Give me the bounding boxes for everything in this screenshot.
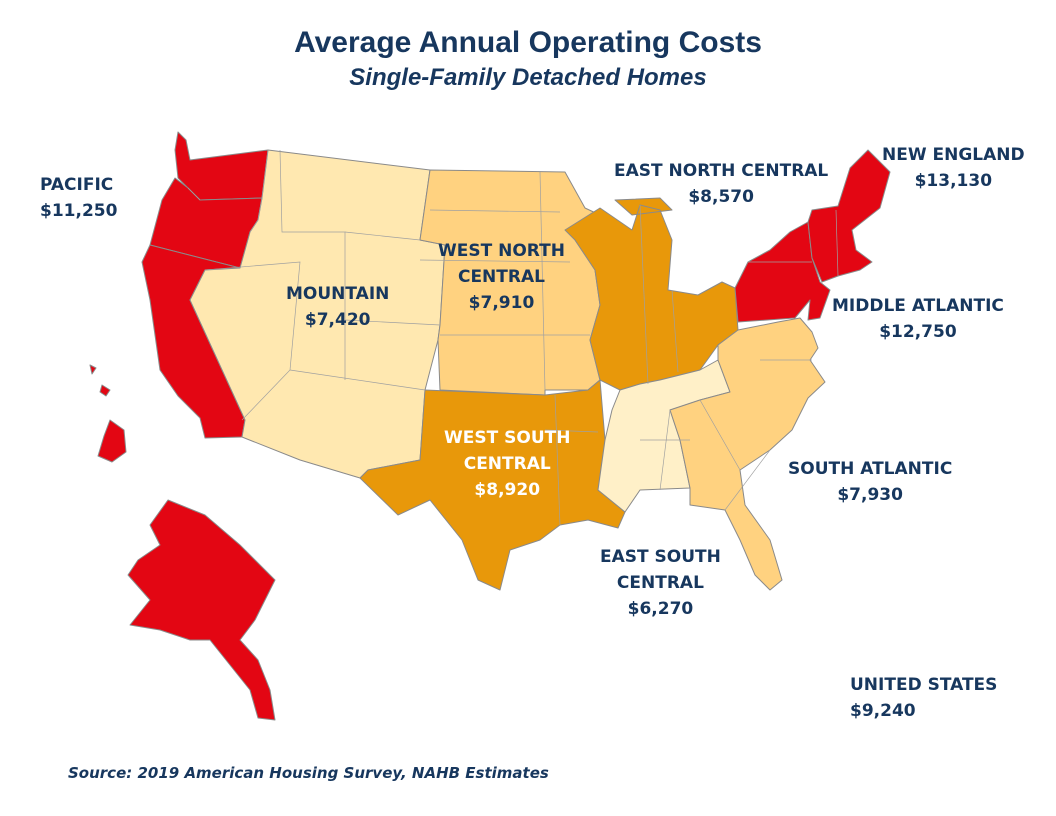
label-wnc-line1: WEST NORTH [438, 241, 565, 261]
label-mountain-name: MOUNTAIN [286, 284, 390, 304]
label-mountain: MOUNTAIN $7,420 [286, 281, 389, 333]
region-west-south-central [359, 379, 626, 591]
label-esc-value: $6,270 [627, 599, 694, 619]
label-enc-name: EAST NORTH CENTRAL [614, 161, 829, 181]
state-boundaries [187, 149, 839, 526]
label-enc-value: $8,570 [688, 187, 754, 207]
label-west-north-central: WEST NORTH CENTRAL $7,910 [438, 238, 565, 316]
label-wsc-line2: CENTRAL [463, 454, 551, 474]
label-ne-value: $13,130 [914, 171, 993, 191]
label-pacific: PACIFIC $11,250 [40, 172, 117, 224]
label-mountain-value: $7,420 [304, 310, 371, 330]
label-ma-name: MIDDLE ATLANTIC [832, 296, 1004, 316]
label-us-value: $9,240 [850, 701, 916, 721]
region-pacific-alaska [127, 499, 276, 721]
label-wnc-value: $7,910 [468, 293, 535, 313]
label-pacific-value: $11,250 [40, 201, 118, 221]
region-middle-atlantic [734, 221, 831, 323]
label-middle-atlantic: MIDDLE ATLANTIC $12,750 [832, 293, 1004, 345]
label-east-south-central: EAST SOUTH CENTRAL $6,270 [600, 544, 721, 622]
label-esc-line1: EAST SOUTH [600, 547, 721, 567]
label-sa-name: SOUTH ATLANTIC [788, 459, 953, 479]
label-wsc-value: $8,920 [474, 480, 541, 500]
label-united-states: UNITED STATES $9,240 [850, 672, 997, 724]
map-subtitle: Single-Family Detached Homes [349, 64, 707, 91]
region-south-atlantic [669, 317, 826, 591]
label-esc-line2: CENTRAL [616, 573, 704, 593]
region-pacific-hawaii [89, 364, 127, 463]
label-sa-value: $7,930 [837, 485, 903, 505]
label-us-name: UNITED STATES [850, 675, 998, 695]
label-new-england: NEW ENGLAND $13,130 [882, 142, 1025, 194]
map-title: Average Annual Operating Costs [294, 26, 762, 59]
label-pacific-name: PACIFIC [40, 175, 114, 195]
label-west-south-central: WEST SOUTH CENTRAL $8,920 [444, 425, 570, 503]
label-ne-name: NEW ENGLAND [882, 145, 1025, 165]
label-east-north-central: EAST NORTH CENTRAL $8,570 [614, 158, 828, 210]
label-wnc-line2: CENTRAL [457, 267, 545, 287]
label-wsc-line1: WEST SOUTH [444, 428, 571, 448]
source-note: Source: 2019 American Housing Survey, NA… [68, 764, 549, 782]
label-ma-value: $12,750 [879, 322, 957, 342]
label-south-atlantic: SOUTH ATLANTIC $7,930 [788, 456, 952, 508]
region-new-england [807, 149, 891, 283]
